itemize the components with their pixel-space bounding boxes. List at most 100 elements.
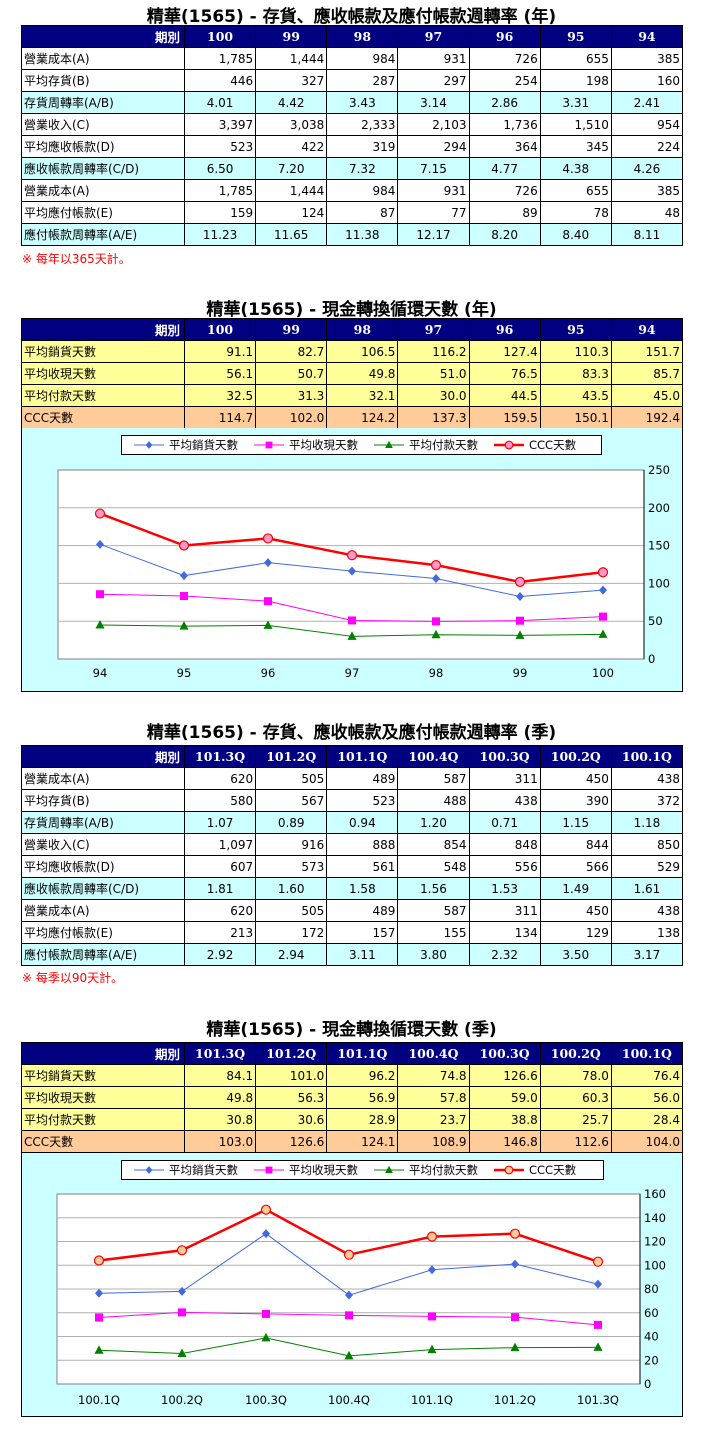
- legend-label: 平均銷貨天數: [169, 1163, 238, 1177]
- table-cell: 192.4: [610, 406, 684, 429]
- table-cell: 30.8: [183, 1108, 257, 1131]
- table-cell: 2,103: [397, 113, 470, 136]
- y-tick-label: 80: [644, 1282, 659, 1296]
- table-cell: 888: [326, 833, 399, 856]
- table-cell: 2.94: [255, 943, 328, 966]
- table-cell: 23.7: [397, 1108, 470, 1131]
- triangle-marker-icon: [427, 1344, 437, 1354]
- table-cell: 59.0: [468, 1086, 541, 1109]
- table-cell: 76.5: [468, 362, 541, 385]
- row-label: 營業成本(A): [21, 899, 185, 922]
- square-marker-icon: [432, 617, 440, 626]
- period-header: 期別: [21, 25, 185, 48]
- circle-marker-icon: [597, 567, 609, 578]
- table-cell: 1,785: [183, 47, 257, 70]
- table-cell: 422: [255, 135, 328, 158]
- table-cell: 102.0: [255, 406, 328, 429]
- column-header: 101.3Q: [183, 1042, 257, 1065]
- table-cell: 450: [539, 767, 612, 790]
- table-cell: 3.17: [610, 943, 684, 966]
- triangle-marker-icon: [510, 1342, 520, 1352]
- table-cell: 44.5: [468, 384, 541, 407]
- table-cell: 587: [397, 899, 470, 922]
- x-tick-label: 100: [592, 666, 614, 680]
- legend-item: 平均銷貨天數: [132, 437, 238, 453]
- table-cell: 4.42: [255, 91, 328, 114]
- row-label: 營業成本(A): [21, 767, 185, 790]
- table-row: 應收帳款周轉率(C/D) 1.81 1.60 1.58 1.56 1.53 1.49 1.61: [21, 877, 684, 900]
- square-marker-icon: [180, 592, 188, 601]
- chart-legend: 平均銷貨天數 平均收現天數 平均付款天數 CCC天數: [121, 435, 602, 455]
- diamond-marker-icon: [594, 1279, 602, 1289]
- column-header: 100.4Q: [397, 745, 470, 768]
- legend-item: 平均收現天數: [252, 1162, 358, 1178]
- table-cell: 364: [468, 135, 541, 158]
- triangle-marker-icon: [598, 629, 608, 638]
- diamond-marker-icon: [511, 1259, 519, 1269]
- table-cell: 124.2: [326, 406, 399, 429]
- table-cell: 57.8: [397, 1086, 470, 1109]
- row-label: 平均收現天數: [21, 1086, 185, 1109]
- table-cell: 11.38: [326, 223, 399, 246]
- row-label: 平均付款天數: [21, 384, 185, 407]
- triangle-marker-icon: [344, 1350, 354, 1360]
- table-row: 營業成本(A) 1,785 1,444 984 931 726 655 385: [21, 179, 684, 202]
- table-cell: 523: [183, 135, 257, 158]
- table-row: 營業收入(C) 3,397 3,038 2,333 2,103 1,736 1,510 954: [21, 113, 684, 136]
- table-cell: 83.3: [539, 362, 612, 385]
- circle-marker-icon: [343, 1249, 355, 1260]
- row-label: 應付帳款周轉率(A/E): [21, 943, 185, 966]
- table-cell: 104.0: [610, 1130, 684, 1153]
- square-marker-icon: [178, 1308, 186, 1317]
- diamond-marker-icon: [264, 558, 272, 568]
- table-cell: 844: [539, 833, 612, 856]
- y-tick-label: 0: [644, 1377, 651, 1391]
- table-cell: 108.9: [397, 1130, 470, 1153]
- column-header: 100.2Q: [539, 1042, 612, 1065]
- square-marker-icon: [516, 616, 524, 625]
- table-cell: 43.5: [539, 384, 612, 407]
- legend-item: 平均付款天數: [372, 1162, 478, 1178]
- square-marker-icon: [265, 441, 273, 449]
- table-cell: 76.4: [610, 1064, 684, 1087]
- x-tick-label: 98: [429, 666, 444, 680]
- table-cell: 8.40: [539, 223, 612, 246]
- table-cell: 30.6: [255, 1108, 328, 1131]
- row-label: CCC天數: [21, 1130, 185, 1153]
- y-tick-label: 250: [648, 463, 670, 477]
- table-cell: 523: [326, 789, 399, 812]
- legend-item: CCC天數: [492, 437, 576, 453]
- table-header-row: 期別 100 99 98 97 96 95 94: [21, 25, 684, 48]
- table-cell: 954: [610, 113, 684, 136]
- table-cell: 3,397: [183, 113, 257, 136]
- table-cell: 96.2: [326, 1064, 399, 1087]
- table-cell: 1,444: [255, 179, 328, 202]
- diamond-marker-icon: [432, 573, 440, 583]
- series-line: [94, 508, 609, 587]
- circle-marker-icon: [504, 440, 514, 450]
- y-tick-label: 20: [644, 1353, 659, 1367]
- triangle-legend-icon: [374, 1165, 404, 1173]
- triangle-legend-icon: [374, 440, 404, 448]
- row-label: 存貨周轉率(A/B): [21, 811, 185, 834]
- table-cell: 224: [610, 135, 684, 158]
- table-cell: 607: [183, 855, 257, 878]
- section-title-annual-ccc: 精華(1565) - 現金轉換循環天數 (年): [206, 300, 497, 320]
- table-cell: 297: [397, 69, 470, 92]
- table-cell: 134: [468, 921, 541, 944]
- diamond-marker-icon: [345, 1290, 353, 1300]
- row-label: 營業成本(A): [21, 179, 185, 202]
- table-cell: 11.23: [183, 223, 257, 246]
- table-cell: 1,097: [183, 833, 257, 856]
- circle-marker-icon: [176, 1245, 188, 1256]
- diamond-marker-icon: [145, 1166, 153, 1174]
- table-cell: 116.2: [397, 340, 470, 363]
- circle-marker-icon: [430, 560, 442, 571]
- column-header: 100.1Q: [610, 1042, 684, 1065]
- table-row: 存貨周轉率(A/B) 1.07 0.89 0.94 1.20 0.71 1.15 1.18: [21, 811, 684, 834]
- column-header: 95: [539, 318, 612, 341]
- legend-label: 平均付款天數: [409, 438, 478, 452]
- column-header: 99: [255, 25, 328, 48]
- table-cell: 984: [326, 47, 399, 70]
- table-cell: 450: [539, 899, 612, 922]
